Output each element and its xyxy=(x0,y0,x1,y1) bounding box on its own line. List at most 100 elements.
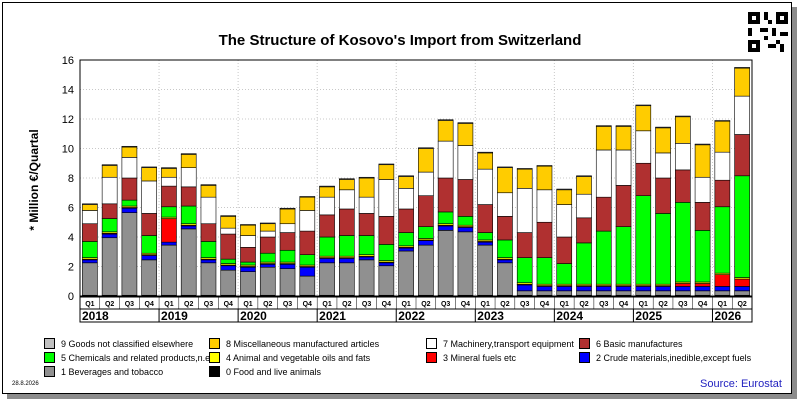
legend-swatch xyxy=(44,338,55,349)
bar-segment xyxy=(497,239,513,258)
legend-item: 3 Mineral fuels etc xyxy=(426,352,516,363)
bar-segment xyxy=(180,225,197,230)
bar-segment xyxy=(655,177,671,214)
x-tick-label: Q3 xyxy=(441,301,450,308)
bar-segment xyxy=(576,242,592,285)
bar-segment xyxy=(694,144,711,178)
bar-segment xyxy=(437,230,454,296)
bar-segment xyxy=(220,269,237,296)
plot-border xyxy=(79,59,753,297)
bar-segment xyxy=(576,193,592,219)
year-label: 2022 xyxy=(398,309,425,323)
bar-segment xyxy=(339,258,355,264)
year-label: 2023 xyxy=(477,309,504,323)
bar-segment xyxy=(240,271,256,296)
bar-segment xyxy=(141,259,157,296)
bar-segment xyxy=(279,208,296,225)
bar-segment xyxy=(694,230,711,283)
x-tick-label: Q3 xyxy=(125,301,134,308)
bar-segment xyxy=(457,227,474,233)
y-tick-label: 4 xyxy=(68,232,74,244)
bar-segment xyxy=(437,211,454,225)
bar-segment xyxy=(556,286,573,292)
bar-segment xyxy=(200,223,217,242)
legend-item: 0 Food and live animals xyxy=(209,366,321,377)
bar-segment xyxy=(220,215,237,217)
bar-segment xyxy=(101,203,118,219)
legend-label: 6 Basic manufactures xyxy=(596,338,683,349)
x-tick-label: Q4 xyxy=(382,301,391,308)
bar-segment xyxy=(319,258,335,264)
x-tick-label: Q1 xyxy=(322,301,331,308)
bar-segment xyxy=(121,146,138,158)
bar-segment xyxy=(595,196,612,232)
x-tick-label: Q1 xyxy=(243,301,252,308)
x-tick-label: Q2 xyxy=(421,301,430,308)
bar-segment xyxy=(259,222,276,225)
x-tick-label: Q1 xyxy=(85,301,94,308)
bar-segment xyxy=(437,140,454,179)
bar-segment xyxy=(576,176,592,195)
y-tick-label: 12 xyxy=(62,114,74,126)
legend-swatch xyxy=(426,338,437,349)
bar-segment xyxy=(358,196,375,214)
bar-segment xyxy=(615,290,632,296)
bar-segment xyxy=(220,233,237,260)
x-tick-label: Q1 xyxy=(481,301,490,308)
bar-segment xyxy=(734,290,750,296)
legend-item: 8 Miscellaneous manufactured articles xyxy=(209,338,379,349)
x-tick-label: Q2 xyxy=(737,301,746,308)
bar-segment xyxy=(556,189,573,205)
y-tick-label: 10 xyxy=(62,144,74,156)
bar-segment xyxy=(398,176,414,189)
bar-segment xyxy=(82,210,98,225)
year-label: 2025 xyxy=(635,309,662,323)
bar-segment xyxy=(595,230,612,285)
bar-segment xyxy=(180,205,197,225)
bar-segment xyxy=(556,236,573,264)
bar-segment xyxy=(358,235,375,255)
legend-swatch xyxy=(579,352,590,363)
bar-segment xyxy=(398,188,414,210)
x-tick-label: Q4 xyxy=(461,301,470,308)
bar-segment xyxy=(595,125,612,127)
bar-segment xyxy=(180,186,197,207)
bar-segment xyxy=(378,265,395,296)
legend-label: 3 Mineral fuels etc xyxy=(443,352,517,363)
bar-segment xyxy=(675,143,691,171)
bar-segment xyxy=(378,163,395,166)
bar-segment xyxy=(161,218,177,243)
bar-segment xyxy=(141,235,157,254)
bar-segment xyxy=(615,149,632,186)
bar-segment xyxy=(161,244,177,296)
bar-segment xyxy=(576,217,592,244)
bar-segment xyxy=(299,196,316,198)
bar-segment xyxy=(398,250,414,296)
bar-segment xyxy=(457,179,474,217)
bar-segment xyxy=(615,185,632,227)
legend-swatch xyxy=(44,366,55,377)
bar-segment xyxy=(556,204,573,238)
bar-segment xyxy=(477,232,493,241)
bar-segment xyxy=(536,189,553,223)
bar-segment xyxy=(299,196,316,211)
bar-segment xyxy=(378,179,395,217)
bar-segment xyxy=(675,116,691,144)
x-tick-label: Q3 xyxy=(362,301,371,308)
bar-segment xyxy=(200,184,217,186)
x-tick-label: Q2 xyxy=(184,301,193,308)
bar-segment xyxy=(299,230,316,256)
y-tick-label: 0 xyxy=(68,291,74,303)
bar-segment xyxy=(82,203,98,205)
bar-segment xyxy=(82,204,98,211)
bar-segment xyxy=(477,168,493,205)
bar-segment xyxy=(457,145,474,180)
x-tick-label: Q1 xyxy=(401,301,410,308)
bar-segment xyxy=(516,188,533,233)
y-tick-label: 8 xyxy=(68,173,74,185)
bar-segment xyxy=(339,262,355,296)
bar-segment xyxy=(714,206,731,274)
bar-segment xyxy=(319,214,335,238)
bar-segment xyxy=(675,115,691,118)
bar-segment xyxy=(161,167,177,169)
